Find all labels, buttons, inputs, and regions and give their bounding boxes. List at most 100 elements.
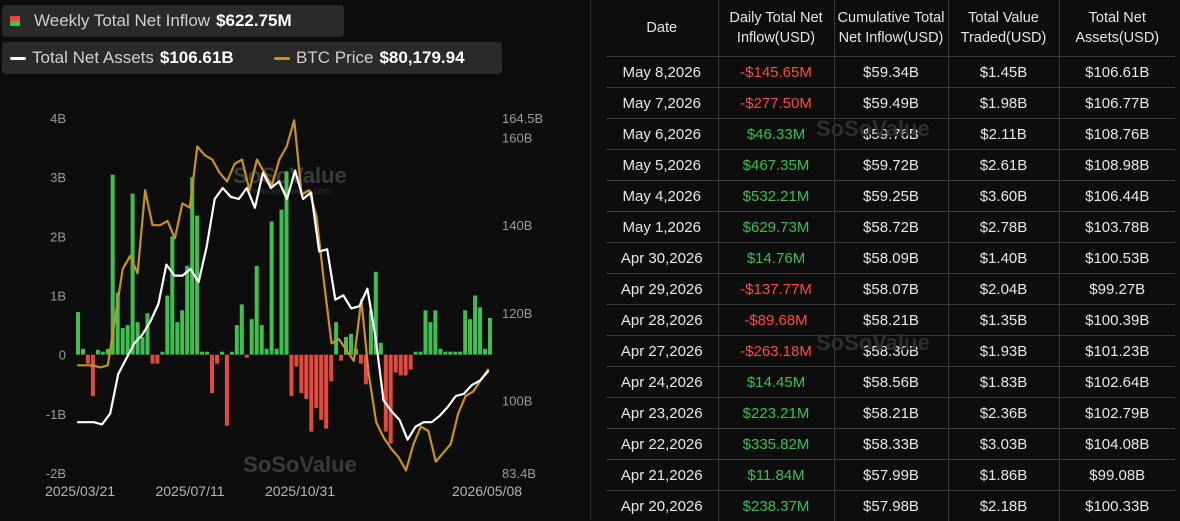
table-row[interactable]: Apr 22,2026$335.82M$58.33B$3.03B$104.08B <box>606 429 1175 460</box>
table-row[interactable]: Apr 20,2026$238.37M$57.98B$2.18B$100.33B <box>606 491 1175 521</box>
col-header-value-traded[interactable]: Total Value Traded(USD) <box>948 0 1059 57</box>
inflow-bar <box>289 355 293 396</box>
inflow-bar <box>96 350 100 355</box>
inflow-bar <box>146 313 150 354</box>
inflow-bar <box>225 355 229 426</box>
cell-net-assets: $106.61B <box>1059 57 1175 88</box>
inflow-bar <box>324 355 328 429</box>
cell-daily-inflow: $467.35M <box>718 150 834 181</box>
cell-daily-inflow: $629.73M <box>718 212 834 243</box>
cell-cumulative-inflow: $59.25B <box>834 181 948 212</box>
inflow-bar <box>220 352 224 355</box>
left-axis-tick-label: -2B <box>46 466 66 481</box>
inflow-bar <box>399 355 403 376</box>
inflow-bar <box>81 349 85 355</box>
legend-weekly-inflow[interactable]: Weekly Total Net Inflow $622.75M <box>2 5 344 37</box>
inflow-bar <box>478 307 482 354</box>
table-row[interactable]: Apr 21,2026$11.84M$57.99B$1.86B$99.08B <box>606 460 1175 491</box>
cell-date: Apr 27,2026 <box>606 336 718 367</box>
cell-date: Apr 21,2026 <box>606 460 718 491</box>
cell-value-traded: $3.03B <box>948 429 1059 460</box>
cell-value-traded: $3.60B <box>948 181 1059 212</box>
table-row[interactable]: May 8,2026-$145.65M$59.34B$1.45B$106.61B <box>606 57 1175 88</box>
col-header-cumulative-inflow[interactable]: Cumulative Total Net Inflow(USD) <box>834 0 948 57</box>
cell-net-assets: $108.98B <box>1059 150 1175 181</box>
left-axis-tick-label: 2B <box>50 229 66 244</box>
cell-value-traded: $1.86B <box>948 460 1059 491</box>
cell-net-assets: $104.08B <box>1059 429 1175 460</box>
inflow-bar <box>309 355 313 432</box>
col-header-daily-inflow[interactable]: Daily Total Net Inflow(USD) <box>718 0 834 57</box>
inflow-bar <box>473 296 477 355</box>
inflow-bar <box>101 352 105 355</box>
inflow-bar <box>205 352 209 355</box>
cell-date: Apr 23,2026 <box>606 398 718 429</box>
cell-daily-inflow: -$137.77M <box>718 274 834 305</box>
cell-date: May 7,2026 <box>606 88 718 119</box>
cell-value-traded: $1.35B <box>948 305 1059 336</box>
table-row[interactable]: Apr 24,2026$14.45M$58.56B$1.83B$102.64B <box>606 367 1175 398</box>
left-axis-tick-label: -1B <box>46 407 66 422</box>
cell-date: May 8,2026 <box>606 57 718 88</box>
cell-cumulative-inflow: $59.72B <box>834 150 948 181</box>
bar-swatch-icon <box>10 16 20 26</box>
inflow-bar <box>294 355 298 367</box>
right-axis-tick-label: 164.5B <box>502 111 543 126</box>
cell-daily-inflow: $223.21M <box>718 398 834 429</box>
table-row[interactable]: Apr 23,2026$223.21M$58.21B$2.36B$102.79B <box>606 398 1175 429</box>
table-row[interactable]: May 7,2026-$277.50M$59.49B$1.98B$106.77B <box>606 88 1175 119</box>
inflow-bar <box>165 296 169 355</box>
cell-value-traded: $2.36B <box>948 398 1059 429</box>
inflow-bar <box>314 355 318 408</box>
inflow-bar <box>424 310 428 354</box>
cell-net-assets: $100.53B <box>1059 243 1175 274</box>
flow-chart[interactable]: SoSoValueSoSoValuewww.sosovalue.com4B3B2… <box>0 0 560 520</box>
cell-daily-inflow: $532.21M <box>718 181 834 212</box>
inflow-bar <box>200 352 204 355</box>
inflow-bar <box>195 216 199 355</box>
inflow-bar <box>121 328 125 355</box>
right-axis-tick-label: 83.4B <box>502 466 536 481</box>
table-row[interactable]: Apr 29,2026-$137.77M$58.07B$2.04B$99.27B <box>606 274 1175 305</box>
inflow-bar <box>265 349 269 355</box>
inflow-bar <box>250 319 254 355</box>
inflow-bar <box>280 210 284 355</box>
inflow-bar <box>428 322 432 355</box>
cell-value-traded: $2.18B <box>948 491 1059 521</box>
table-row[interactable]: May 4,2026$532.21M$59.25B$3.60B$106.44B <box>606 181 1175 212</box>
table-row[interactable]: May 5,2026$467.35M$59.72B$2.61B$108.98B <box>606 150 1175 181</box>
inflow-bar <box>339 355 343 361</box>
inflow-bar <box>404 355 408 376</box>
cell-cumulative-inflow: $57.99B <box>834 460 948 491</box>
cell-daily-inflow: $14.76M <box>718 243 834 274</box>
cell-value-traded: $1.83B <box>948 367 1059 398</box>
inflow-bar <box>409 355 413 370</box>
col-header-date[interactable]: Date <box>606 0 718 57</box>
inflow-bar <box>151 355 155 364</box>
inflow-bar <box>131 194 135 355</box>
cell-cumulative-inflow: $57.98B <box>834 491 948 521</box>
cell-daily-inflow: $14.45M <box>718 367 834 398</box>
inflow-bar <box>468 319 472 355</box>
legend-total-net-assets[interactable]: Total Net Assets $106.61B <box>2 42 274 74</box>
cell-value-traded: $2.11B <box>948 119 1059 150</box>
col-header-net-assets[interactable]: Total Net Assets(USD) <box>1059 0 1175 57</box>
inflow-bar <box>384 355 388 432</box>
inflow-bar <box>86 355 90 364</box>
cell-cumulative-inflow: $58.33B <box>834 429 948 460</box>
cell-net-assets: $101.23B <box>1059 336 1175 367</box>
cell-value-traded: $1.45B <box>948 57 1059 88</box>
inflow-bar <box>155 355 159 364</box>
table-row[interactable]: May 1,2026$629.73M$58.72B$2.78B$103.78B <box>606 212 1175 243</box>
cell-value-traded: $2.61B <box>948 150 1059 181</box>
cell-date: Apr 29,2026 <box>606 274 718 305</box>
cell-daily-inflow: -$277.50M <box>718 88 834 119</box>
cell-date: Apr 28,2026 <box>606 305 718 336</box>
table-row[interactable]: Apr 30,2026$14.76M$58.09B$1.40B$100.53B <box>606 243 1175 274</box>
right-axis-tick-label: 100B <box>502 393 532 408</box>
legend-btc-price[interactable]: BTC Price $80,179.94 <box>266 42 502 74</box>
inflow-bar <box>240 304 244 354</box>
left-axis-tick-label: 3B <box>50 170 66 185</box>
watermark-logo: SoSoValue <box>243 452 357 477</box>
inflow-bar <box>299 355 303 394</box>
